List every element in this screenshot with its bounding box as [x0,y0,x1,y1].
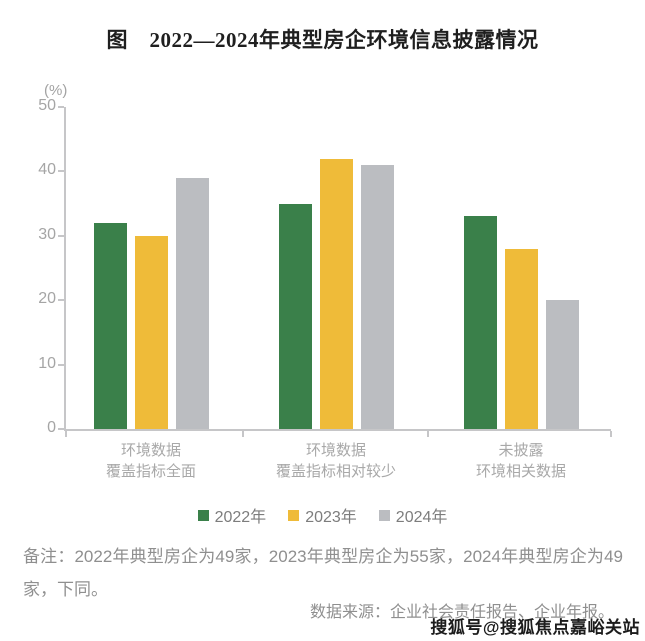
x-axis-tick-1 [242,431,244,437]
y-axis-tick-20 [58,299,64,302]
x-axis-tick-3 [610,431,612,437]
category-label-3: 未披露 环境相关数据 [421,440,621,482]
bar-2022年-group3 [463,216,497,429]
data-source-text: 数据来源：企业社会责任报告、企业年报。 [309,604,614,621]
category-label-line: 环境相关数据 [475,463,566,480]
category-label-2: 环境数据覆盖指标相对较少 [236,440,436,482]
footnote-text: 备注：2022年典型房企为49家，2023年典型房企为55家，2024年典型房企… [23,547,623,599]
legend-swatch-icon [197,509,209,521]
y-axis-tick-50 [58,106,64,108]
y-axis-tick-0 [58,428,64,430]
y-axis-tick-label-40: 40 [38,161,56,179]
legend-label: 2024年 [395,509,448,526]
legend-item-2023年: 2023年 [288,503,357,527]
bar-2022年-group1 [93,222,127,429]
bar-2022年-group2 [278,203,312,429]
y-axis-line [64,107,66,431]
bar-2023年-group1 [134,235,168,429]
y-axis-tick-40 [58,170,64,173]
y-axis-tick-label-10: 10 [38,354,56,372]
x-axis-line [64,429,611,431]
bar-2023年-group3 [504,248,538,429]
legend-item-2024年: 2024年 [378,503,448,527]
category-label-line: 环境数据 [120,442,181,459]
category-label-line: 环境数据 [305,442,366,459]
bar-2024年-group3 [545,300,579,429]
x-axis-tick-0 [65,431,67,437]
category-label-1: 环境数据覆盖指标全面 [51,440,251,482]
bar-2023年-group2 [319,158,353,429]
y-axis-tick-30 [58,234,64,237]
category-label-line: 覆盖指标全面 [105,463,196,480]
legend-swatch-icon [378,509,390,521]
x-axis-tick-2 [427,431,429,437]
category-label-line: 覆盖指标相对较少 [275,463,396,480]
legend-label: 2022年 [214,509,267,526]
sohu-watermark-text: 搜狐号@搜狐焦点嘉峪关站 [430,618,640,637]
bar-2024年-group1 [175,177,209,429]
chart-legend: 2022年 2023年 2024年 [0,503,645,527]
y-axis-tick-label-20: 20 [38,290,56,308]
y-axis-tick-label-30: 30 [38,225,56,243]
legend-item-2022年: 2022年 [197,503,267,527]
y-axis-unit-label: (%) [44,82,68,99]
y-axis-tick-label-0: 0 [47,419,56,436]
y-axis-tick-label-50: 50 [38,97,56,114]
category-label-line: 未披露 [498,442,544,459]
y-axis-tick-10 [58,363,64,366]
bar-2024年-group2 [360,164,394,429]
legend-label: 2023年 [305,509,357,526]
bar-chart-plot-area: 0 10 20 30 40 50 [38,97,612,437]
legend-swatch-icon [288,509,300,521]
chart-title: 图 2022—2024年典型房企环境信息披露情况 [106,28,539,52]
